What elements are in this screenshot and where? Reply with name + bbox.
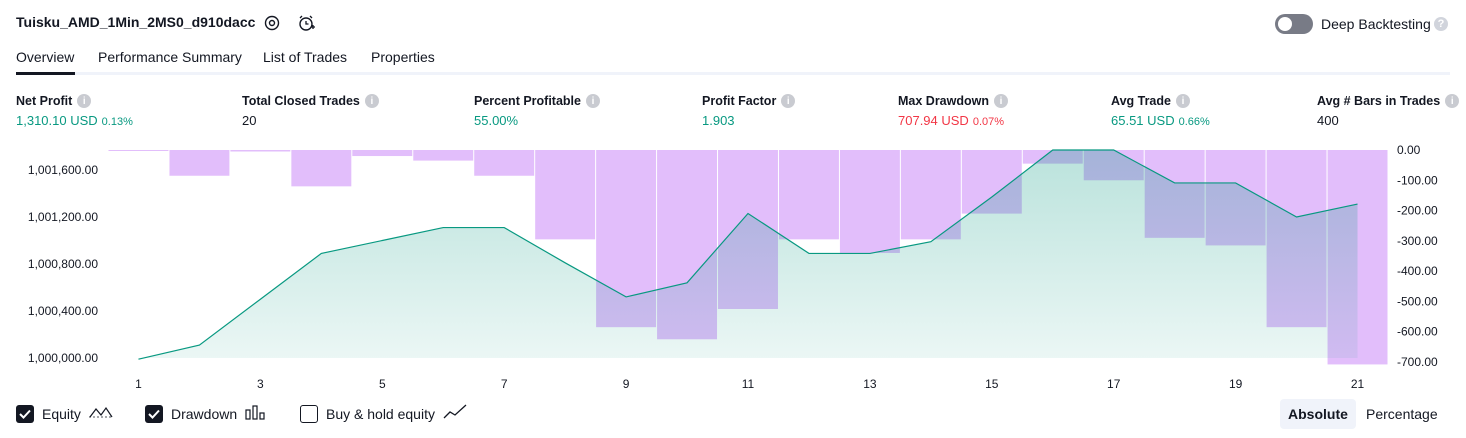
drawdown-bar xyxy=(169,150,230,176)
active-tab-indicator xyxy=(16,72,75,75)
drawdown-bar xyxy=(778,150,839,240)
percentage-button[interactable]: Percentage xyxy=(1366,406,1438,422)
left-tick-label: 1,000,000.00 xyxy=(28,351,98,365)
x-tick-label: 7 xyxy=(501,377,508,391)
drawdown-bar xyxy=(535,150,596,240)
deep-backtesting-toggle[interactable] xyxy=(1275,14,1313,34)
drawdown-bars-icon xyxy=(245,404,267,423)
tabs-divider xyxy=(16,72,1450,75)
metric-max-drawdown-value: 707.94 USD 0.07% xyxy=(898,113,1005,128)
right-tick-label: -200.00 xyxy=(1397,204,1438,218)
x-tick-label: 13 xyxy=(863,377,877,391)
drawdown-bar xyxy=(230,150,291,152)
x-tick-label: 21 xyxy=(1351,377,1365,391)
metric-total-closed-trades-value: 20 xyxy=(242,113,257,128)
deep-backtesting-label: Deep Backtesting xyxy=(1321,16,1431,32)
settings-gear-icon[interactable] xyxy=(263,14,281,32)
help-question-icon[interactable]: ? xyxy=(1434,17,1448,31)
legend-buy-hold-label: Buy & hold equity xyxy=(326,405,435,422)
x-axis: 1 3 5 7 9 11 13 15 17 19 21 xyxy=(135,377,1364,391)
equity-drawdown-chart[interactable]: 1,000,000.00 1,000,400.00 1,000,800.00 1,00… xyxy=(0,140,1466,400)
legend-buy-hold-equity[interactable]: Buy & hold equity xyxy=(300,404,467,423)
drawdown-bar xyxy=(291,150,352,187)
buy-hold-line-icon xyxy=(443,404,467,423)
left-axis: 1,000,000.00 1,000,400.00 1,000,800.00 1,00… xyxy=(28,163,98,365)
x-tick-label: 15 xyxy=(985,377,999,391)
drawdown-bar xyxy=(839,150,900,253)
metric-percent-profitable-value: 55.00% xyxy=(474,113,519,128)
info-icon[interactable]: i xyxy=(1445,94,1460,108)
left-tick-label: 1,000,400.00 xyxy=(28,304,98,318)
info-icon[interactable]: i xyxy=(1175,94,1190,108)
tab-list-of-trades[interactable]: List of Trades xyxy=(263,49,348,65)
x-tick-label: 3 xyxy=(257,377,264,391)
right-axis: 0.00 -100.00 -200.00 -300.00 -400.00 -500.00 -… xyxy=(1397,143,1438,369)
tab-performance-summary[interactable]: Performance Summary xyxy=(98,49,242,65)
metric-percent-profitable-label: Percent Profitable i xyxy=(474,94,600,108)
legend-equity-label: Equity xyxy=(42,405,81,422)
strategy-title: Tuisku_AMD_1Min_2MS0_d910dacc xyxy=(16,14,256,30)
right-tick-label: -300.00 xyxy=(1397,234,1438,248)
absolute-button[interactable]: Absolute xyxy=(1280,399,1356,429)
left-tick-label: 1,001,200.00 xyxy=(28,210,98,224)
tab-properties[interactable]: Properties xyxy=(371,49,435,65)
metric-avg-trade-label: Avg Trade i xyxy=(1111,94,1190,108)
x-tick-label: 11 xyxy=(742,377,755,391)
right-tick-label: 0.00 xyxy=(1397,143,1421,157)
legend-drawdown-label: Drawdown xyxy=(171,405,238,422)
metric-net-profit-label: Net Profit i xyxy=(16,94,92,108)
x-tick-label: 17 xyxy=(1107,377,1121,391)
x-tick-label: 5 xyxy=(379,377,386,391)
metric-avg-bars-value: 400 xyxy=(1317,113,1339,128)
legend-drawdown[interactable]: Drawdown xyxy=(145,404,267,423)
right-tick-label: -400.00 xyxy=(1397,264,1438,278)
info-icon[interactable]: i xyxy=(77,94,92,108)
right-tick-label: -700.00 xyxy=(1397,355,1438,369)
metric-total-closed-trades-label: Total Closed Trades i xyxy=(242,94,379,108)
x-tick-label: 19 xyxy=(1229,377,1243,391)
equity-checkbox[interactable] xyxy=(16,404,34,423)
right-tick-label: -600.00 xyxy=(1397,325,1438,339)
buy-hold-checkbox[interactable] xyxy=(300,404,318,423)
metric-profit-factor-label: Profit Factor i xyxy=(702,94,796,108)
x-tick-label: 9 xyxy=(623,377,630,391)
x-tick-label: 1 xyxy=(135,377,142,391)
info-icon[interactable]: i xyxy=(585,94,600,108)
metric-profit-factor-value: 1.903 xyxy=(702,113,735,128)
metric-avg-bars-label: Avg # Bars in Trades i xyxy=(1317,94,1460,108)
info-icon[interactable]: i xyxy=(364,94,379,108)
left-tick-label: 1,000,800.00 xyxy=(28,257,98,271)
right-tick-label: -100.00 xyxy=(1397,173,1438,187)
left-tick-label: 1,001,600.00 xyxy=(28,163,98,177)
drawdown-bar xyxy=(900,150,961,240)
metric-avg-trade-value: 65.51 USD 0.66% xyxy=(1111,113,1210,128)
drawdown-bar xyxy=(108,150,169,151)
drawdown-bar xyxy=(474,150,535,176)
equity-area xyxy=(138,149,1358,360)
info-icon[interactable]: i xyxy=(781,94,796,108)
equity-line-icon xyxy=(88,404,113,423)
right-tick-label: -500.00 xyxy=(1397,294,1438,308)
info-icon[interactable]: i xyxy=(994,94,1008,108)
legend-equity[interactable]: Equity xyxy=(16,404,113,423)
tab-overview[interactable]: Overview xyxy=(16,49,75,65)
drawdown-bar xyxy=(413,150,474,161)
drawdown-checkbox[interactable] xyxy=(145,404,163,423)
drawdown-bar xyxy=(352,150,413,157)
metric-net-profit-value: 1,310.10 USD 0.13% xyxy=(16,113,133,128)
equity-area-fill xyxy=(138,150,1358,360)
add-alert-clock-icon[interactable] xyxy=(297,14,315,32)
metric-max-drawdown-label: Max Drawdown i xyxy=(898,94,1008,108)
